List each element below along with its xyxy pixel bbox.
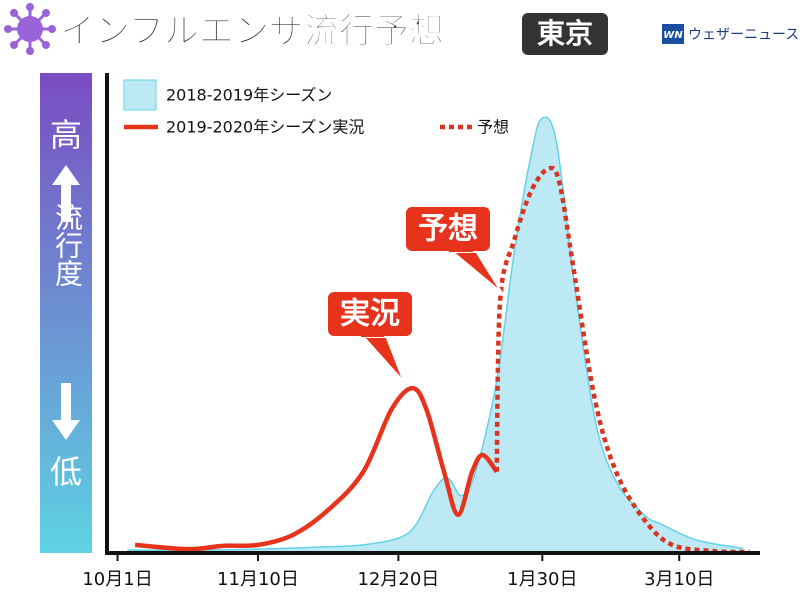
virus-icon [4,3,56,55]
logo-text: ウェザーニュース [688,27,799,43]
x-tick-label: 11月10日 [217,569,299,590]
callout-cover [361,331,384,337]
line [134,385,499,552]
line [494,165,750,555]
gauge-low: 低 [50,453,82,491]
callout-cover [449,246,473,252]
x-tick-label: 12月20日 [357,569,439,590]
callout-label: 予想 [418,212,478,247]
region-badge [522,13,608,55]
logo-mark-box [662,24,684,44]
logo-mark: WN [663,30,683,41]
legend-label: 2019-2020年シーズン実況 [166,118,364,137]
gauge-arrow-up [52,165,80,222]
gauge-bar [40,73,92,553]
callout-label: 実況 [340,297,400,332]
callout-pointer [357,332,405,383]
legend-swatch [123,79,157,111]
x-tick-label: 10月1日 [82,569,152,590]
x-tick-label: 1月30日 [507,569,577,590]
gauge-label: 流行度 [51,203,84,287]
legend-label: 2018-2019年シーズン [166,86,332,105]
callout-box [404,205,492,253]
region-label: 東京 [537,17,593,50]
chart-title: インフルエンザ流行予想 [60,12,444,52]
gauge-arrow-down [52,383,80,440]
callout-pointer [445,247,503,294]
area [127,116,744,554]
gauge-high: 高 [50,116,82,154]
x-tick-label: 3月10日 [644,569,714,590]
legend-label: 予想 [477,118,509,137]
